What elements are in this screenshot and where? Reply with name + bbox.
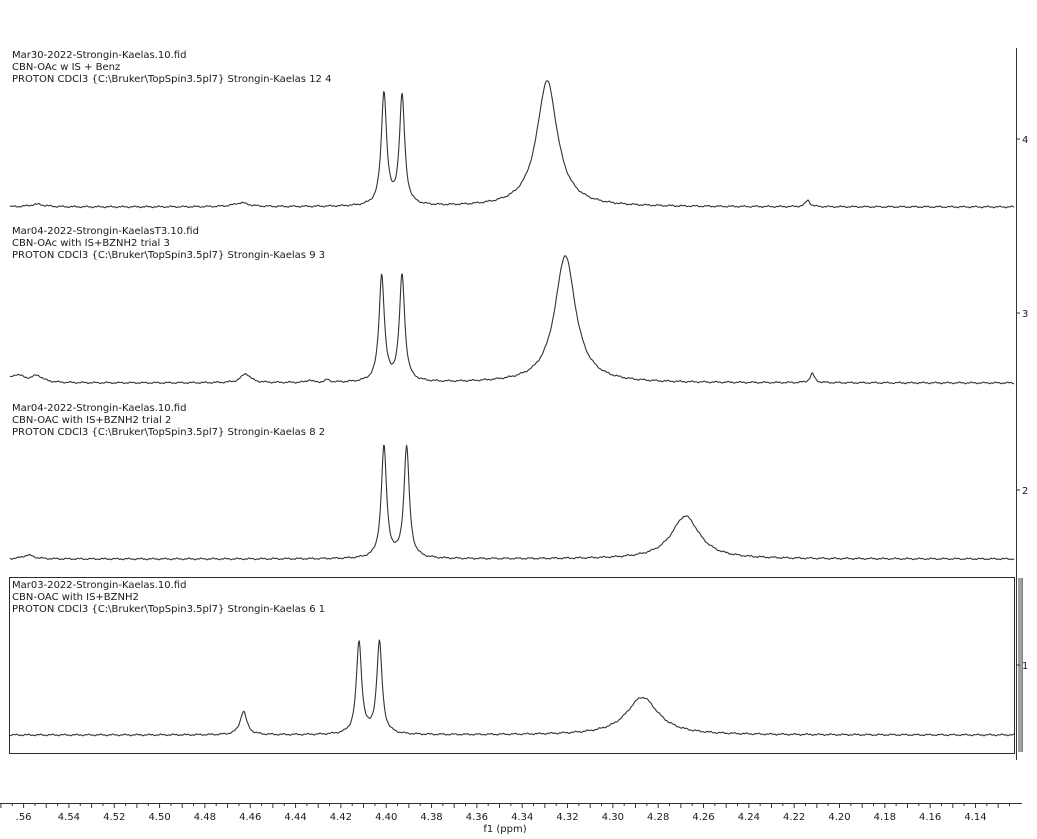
x-tick-label: 4.16 [919,812,941,823]
spectrum-4-filename: Mar30-2022-Strongin-Kaelas.10.fid [12,50,187,61]
spectrum-1-header: Mar03-2022-Strongin-Kaelas.10.fid CBN-OA… [12,580,325,616]
x-axis-label: f1 (ppm) [483,824,526,835]
selected-spectrum-frame [9,577,1015,754]
spectrum-4-header: Mar30-2022-Strongin-Kaelas.10.fid CBN-OA… [12,50,331,86]
x-axis: .56 4.54 4.52 4.50 4.48 4.46 4.44 4.42 4.40 4.38 4… [0,803,1022,823]
spectrum-trace-1 [9,639,1015,737]
spectrum-3-header: Mar04-2022-Strongin-KaelasT3.10.fid CBN-… [12,226,325,262]
spectrum-1-filename: Mar03-2022-Strongin-Kaelas.10.fid [12,580,187,591]
x-tick-label: 4.50 [148,812,170,823]
y-tick-label: 2 [1022,486,1028,497]
spectrum-2-header: Mar04-2022-Strongin-Kaelas.10.fid CBN-OA… [12,403,325,439]
spectrum-3-parameters: PROTON CDCl3 {C:\Bruker\TopSpin3.5pl7} S… [12,250,326,261]
x-tick-label: 4.52 [103,812,125,823]
y-tick-label: 3 [1022,309,1028,320]
spectra-layer [9,80,1015,737]
x-tick-label: .56 [16,812,32,823]
spectrum-4-parameters: PROTON CDCl3 {C:\Bruker\TopSpin3.5pl7} S… [12,74,332,85]
spectrum-1-title: CBN-OAC with IS+BZNH2 [12,592,139,603]
x-tick-label: 4.38 [420,812,442,823]
spectrum-trace-2 [9,444,1015,561]
x-tick-label: 4.18 [874,812,896,823]
spectrum-trace-4 [9,80,1015,209]
spectrum-3-title: CBN-OAc with IS+BZNH2 trial 3 [12,238,170,249]
x-tick-label: 4.24 [738,812,760,823]
x-tick-label: 4.54 [58,812,80,823]
spectrum-3-filename: Mar04-2022-Strongin-KaelasT3.10.fid [12,226,199,237]
spectrum-2-title: CBN-OAC with IS+BZNH2 trial 2 [12,415,172,426]
x-tick-label: 4.44 [284,812,306,823]
x-tick-label: 4.14 [964,812,986,823]
y-tick-label: 4 [1022,135,1028,146]
x-tick-label: 4.22 [783,812,805,823]
spectrum-2-filename: Mar04-2022-Strongin-Kaelas.10.fid [12,403,187,414]
y-axis: 4 3 2 1 [1016,48,1028,760]
spectrum-1-parameters: PROTON CDCl3 {C:\Bruker\TopSpin3.5pl7} S… [12,604,326,615]
x-tick-label: 4.26 [692,812,714,823]
x-tick-label: 4.42 [330,812,352,823]
x-tick-label: 4.34 [511,812,533,823]
spectrum-trace-3 [9,254,1015,385]
x-tick-label: 4.40 [375,812,397,823]
spectrum-4-title: CBN-OAc w IS + Benz [12,62,121,73]
x-tick-label: 4.20 [828,812,850,823]
x-tick-label: 4.36 [466,812,488,823]
x-tick-label: 4.28 [647,812,669,823]
x-tick-label: 4.32 [556,812,578,823]
y-tick-label: 1 [1022,661,1028,672]
x-tick-label: 4.30 [602,812,624,823]
x-tick-label: 4.48 [194,812,216,823]
spectrum-2-parameters: PROTON CDCl3 {C:\Bruker\TopSpin3.5pl7} S… [12,427,326,438]
x-tick-label: 4.46 [239,812,261,823]
